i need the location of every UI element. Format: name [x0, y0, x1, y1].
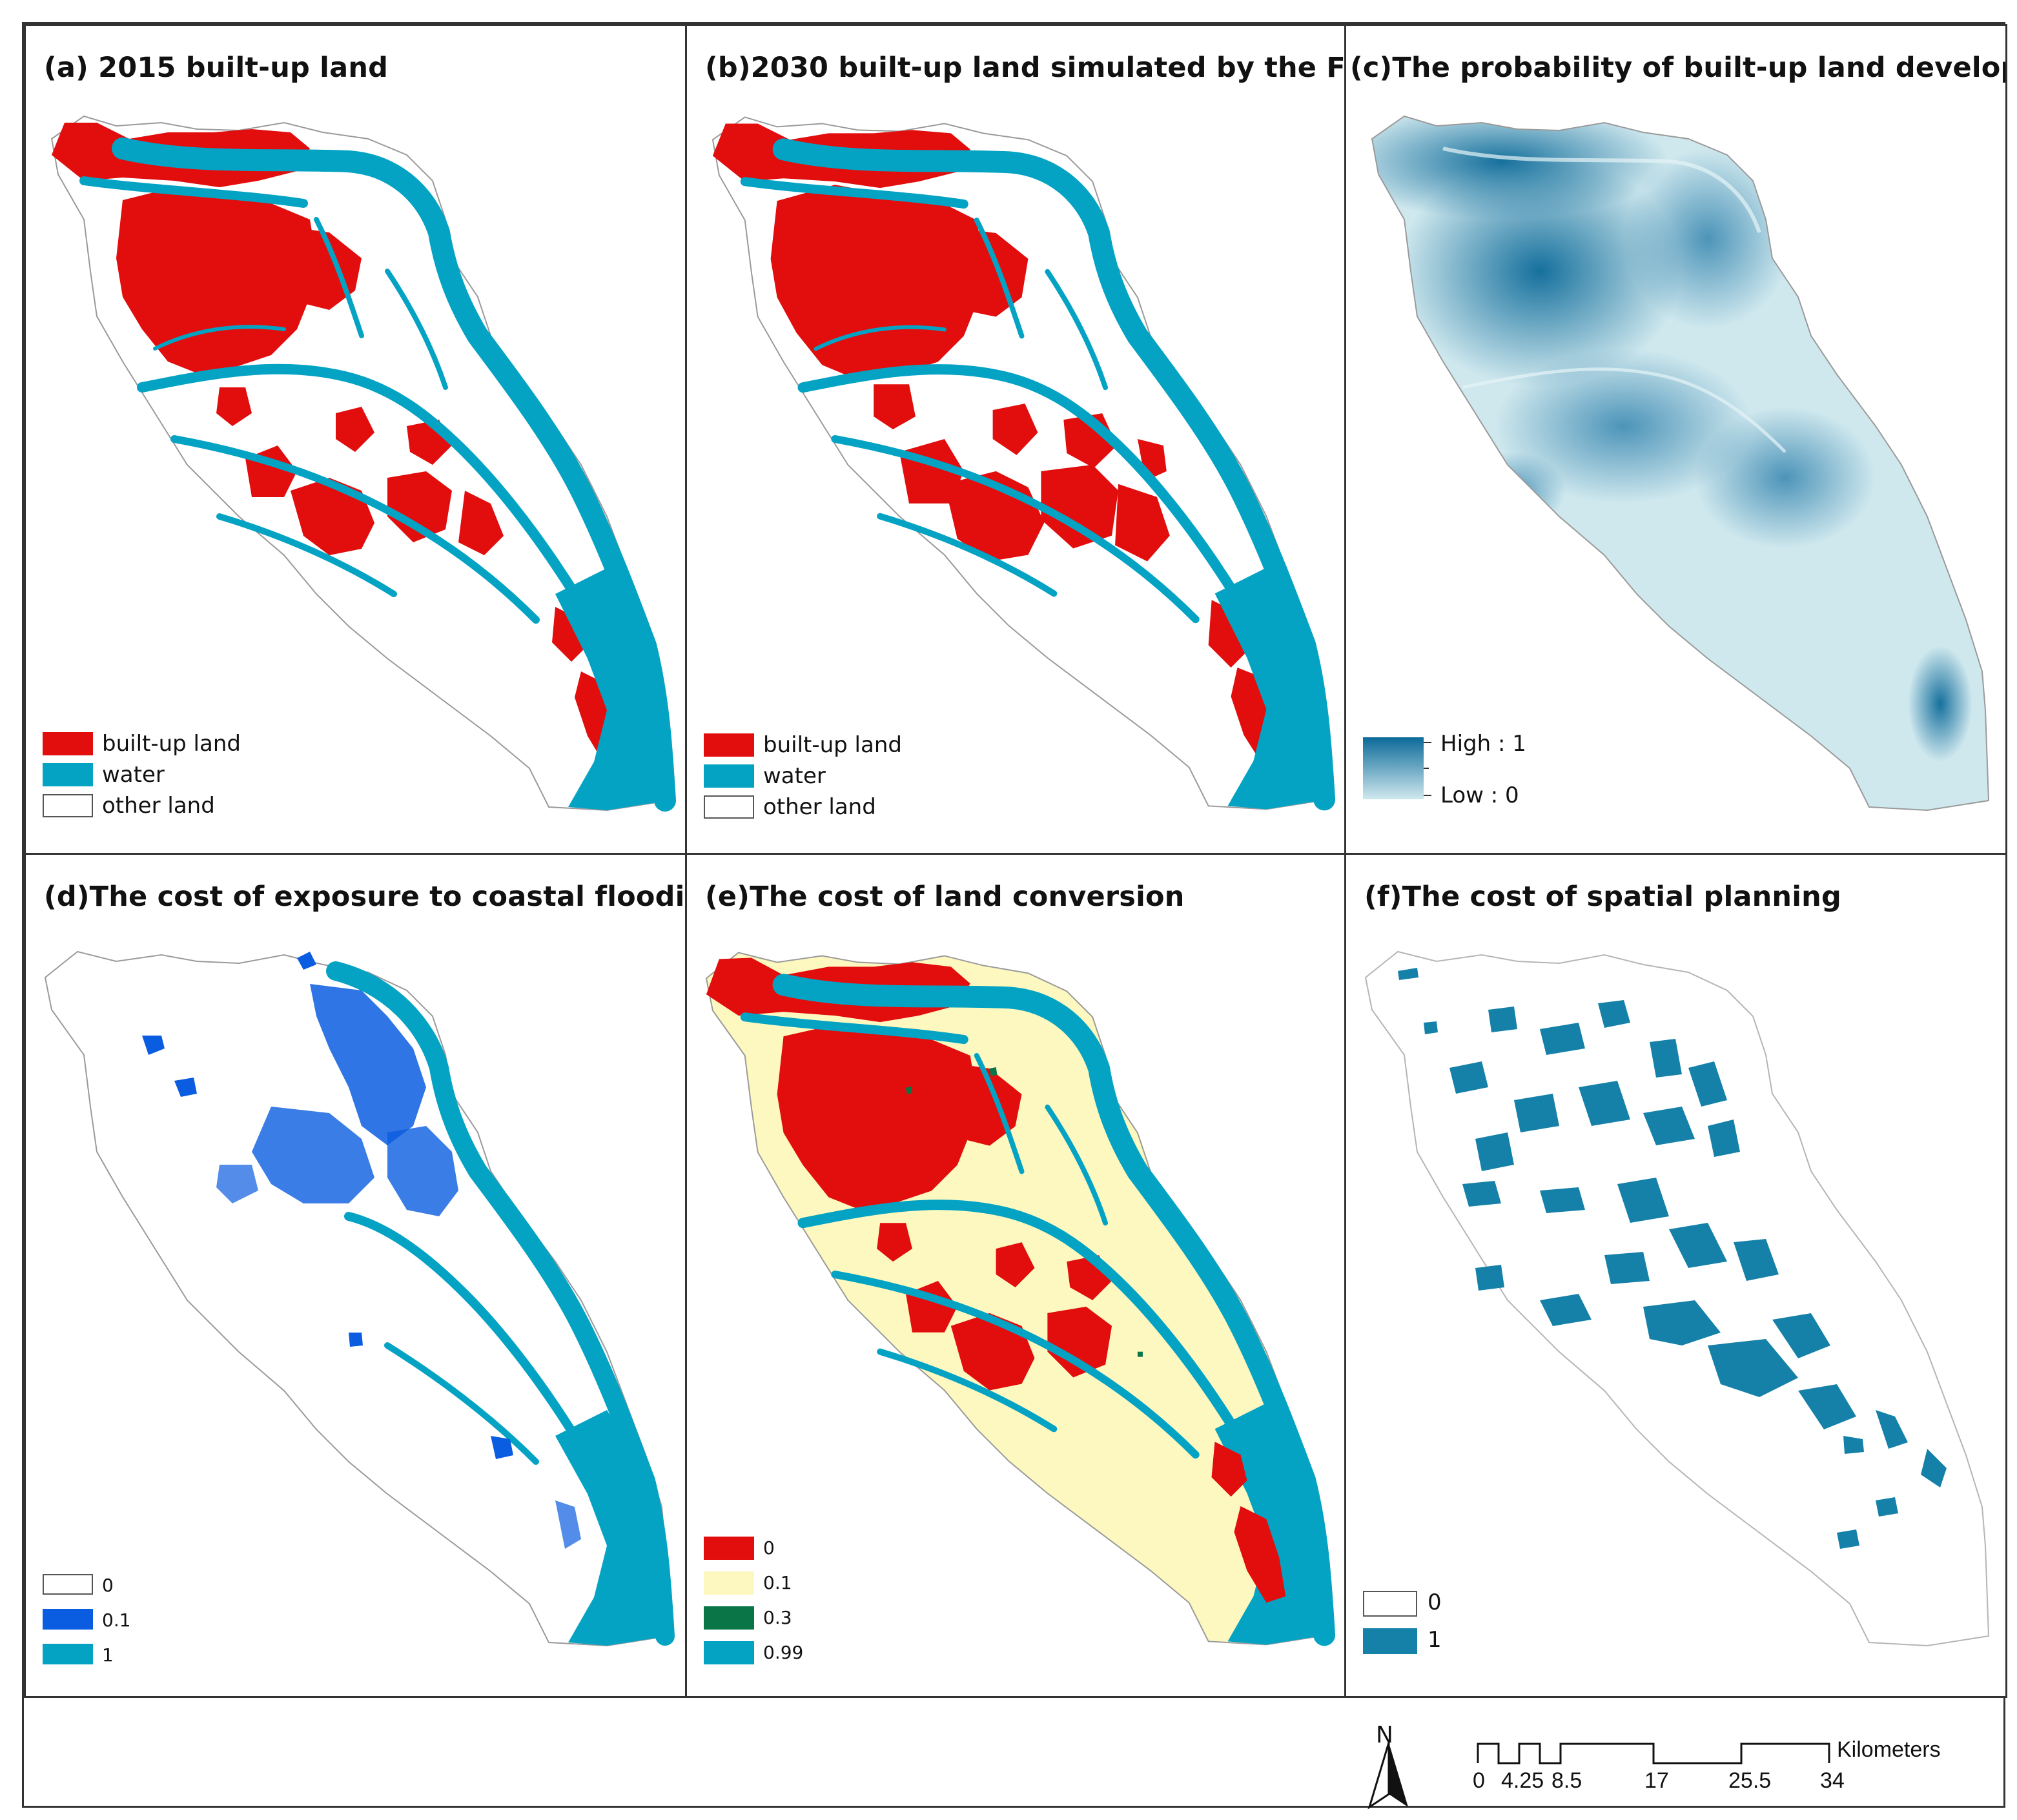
legend-low-label: Low : 0 [1440, 782, 1519, 808]
legend-swatch-03 [704, 1606, 754, 1630]
panel-c-title: (c)The probability of built-up land deve… [1350, 52, 2005, 84]
legend-swatch-1 [43, 1644, 93, 1664]
legend-swatch-builtup [704, 733, 754, 757]
legend-swatch-01 [43, 1609, 93, 1630]
legend-swatch-01 [704, 1571, 754, 1595]
scale-tick-8-5: 8.5 [1551, 1768, 1582, 1793]
legend-swatch-099 [704, 1641, 754, 1664]
north-label: N [1376, 1722, 1393, 1748]
panel-e-title: (e)The cost of land conversion [705, 881, 1185, 913]
panel-b-title: (b)2030 built-up land simulated by the F… [705, 52, 1346, 84]
legend-label: 0 [763, 1537, 775, 1559]
legend-swatch-0 [43, 1574, 93, 1595]
legend-label: other land [102, 793, 215, 819]
legend-label: 0 [1428, 1590, 1442, 1615]
panel-b: (b)2030 built-up land simulated by the F… [685, 24, 1346, 855]
legend-swatch-other [43, 794, 93, 817]
legend-label: built-up land [102, 731, 241, 757]
legend-label: built-up land [763, 732, 902, 758]
panel-d-map [44, 950, 675, 1647]
figure-frame: (a) 2015 built-up land [22, 22, 2007, 1810]
legend-label: other land [763, 794, 876, 820]
legend-swatch-1 [1363, 1628, 1417, 1654]
scale-tick-34: 34 [1820, 1768, 1845, 1793]
sea-estuary [1214, 567, 1328, 810]
panel-e: (e)The cost of land conversion [685, 853, 1346, 1698]
scale-tick-17: 17 [1644, 1768, 1669, 1793]
bottom-strip: N Kilometers 0 4.25 8.5 17 25.5 34 [24, 1696, 2007, 1810]
sea-estuary [555, 568, 668, 810]
north-arrow-icon [1367, 1743, 1408, 1810]
legend-label: 0.99 [763, 1642, 804, 1663]
panel-a-title: (a) 2015 built-up land [44, 52, 389, 84]
legend-label: 1 [102, 1644, 114, 1666]
scale-bar [1477, 1743, 1830, 1764]
panel-a-map [50, 115, 676, 812]
legend-swatch-0 [704, 1537, 754, 1560]
panel-b-map [712, 116, 1336, 811]
legend-swatch-other [704, 795, 754, 819]
legend-label: water [102, 762, 165, 788]
panel-f-title: (f)The cost of spatial planning [1364, 881, 1841, 913]
panel-c-map [1363, 115, 1990, 812]
planning-cost-1 [1398, 968, 1947, 1549]
legend-label: 0.1 [763, 1572, 792, 1593]
sea-estuary [555, 1410, 668, 1646]
scale-tick-0: 0 [1473, 1768, 1485, 1793]
flood-exposure-01 [142, 952, 581, 1549]
probability-surface [1372, 116, 1989, 810]
legend-label: 0.1 [102, 1610, 131, 1631]
legend-high-label: High : 1 [1440, 731, 1526, 757]
legend-label: 0.3 [763, 1607, 792, 1628]
legend-swatch-builtup [43, 732, 93, 755]
panel-c: (c)The probability of built-up land deve… [1344, 24, 2007, 855]
scale-tick-25-5: 25.5 [1728, 1768, 1772, 1793]
study-area-outline [1371, 115, 1990, 812]
panel-a: (a) 2015 built-up land [24, 24, 687, 855]
legend-swatch-0 [1363, 1591, 1417, 1617]
probability-legend-ramp [1363, 737, 1431, 799]
scale-unit: Kilometers [1837, 1737, 1941, 1762]
scale-tick-4-25: 4.25 [1501, 1768, 1544, 1793]
panel-f: (f)The cost of spatial planning [1344, 853, 2007, 1698]
legend-label: 0 [102, 1575, 114, 1596]
panel-d-title: (d)The cost of exposure to coastal flood… [44, 881, 687, 913]
sea-estuary [1214, 1403, 1328, 1645]
legend-label: water [763, 763, 826, 789]
panel-d: (d)The cost of exposure to coastal flood… [24, 853, 687, 1698]
conversion-cost-03 [906, 1067, 1143, 1357]
legend-label: 1 [1428, 1627, 1442, 1653]
legend-swatch-water [43, 763, 93, 786]
conversion-cost-0-coast [1211, 1442, 1286, 1603]
panel-f-map [1364, 950, 1990, 1647]
panel-e-map [705, 952, 1336, 1646]
legend-swatch-water [704, 764, 754, 788]
